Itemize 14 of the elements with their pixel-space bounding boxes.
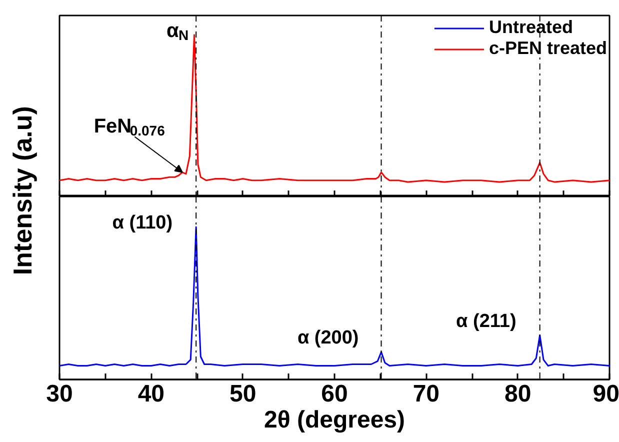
x-axis-title: 2θ (degrees) (264, 406, 406, 434)
legend-label: c-PEN treated (488, 38, 607, 59)
annotation: α (211) (456, 310, 516, 332)
legend-label: Untreated (488, 17, 573, 38)
y-axis-title: Intensity (a.u) (8, 106, 38, 276)
x-tick-label: 40 (138, 380, 165, 408)
annotation: α (110) (112, 212, 173, 234)
x-tick-label: 80 (504, 380, 532, 408)
x-tick-label: 90 (592, 380, 619, 408)
x-tick-label: 30 (46, 380, 73, 408)
x-tick-label: 60 (321, 380, 348, 408)
x-tick-label: 50 (229, 380, 256, 408)
annotation: α (200) (297, 328, 359, 349)
x-tick-label: 70 (412, 380, 440, 408)
